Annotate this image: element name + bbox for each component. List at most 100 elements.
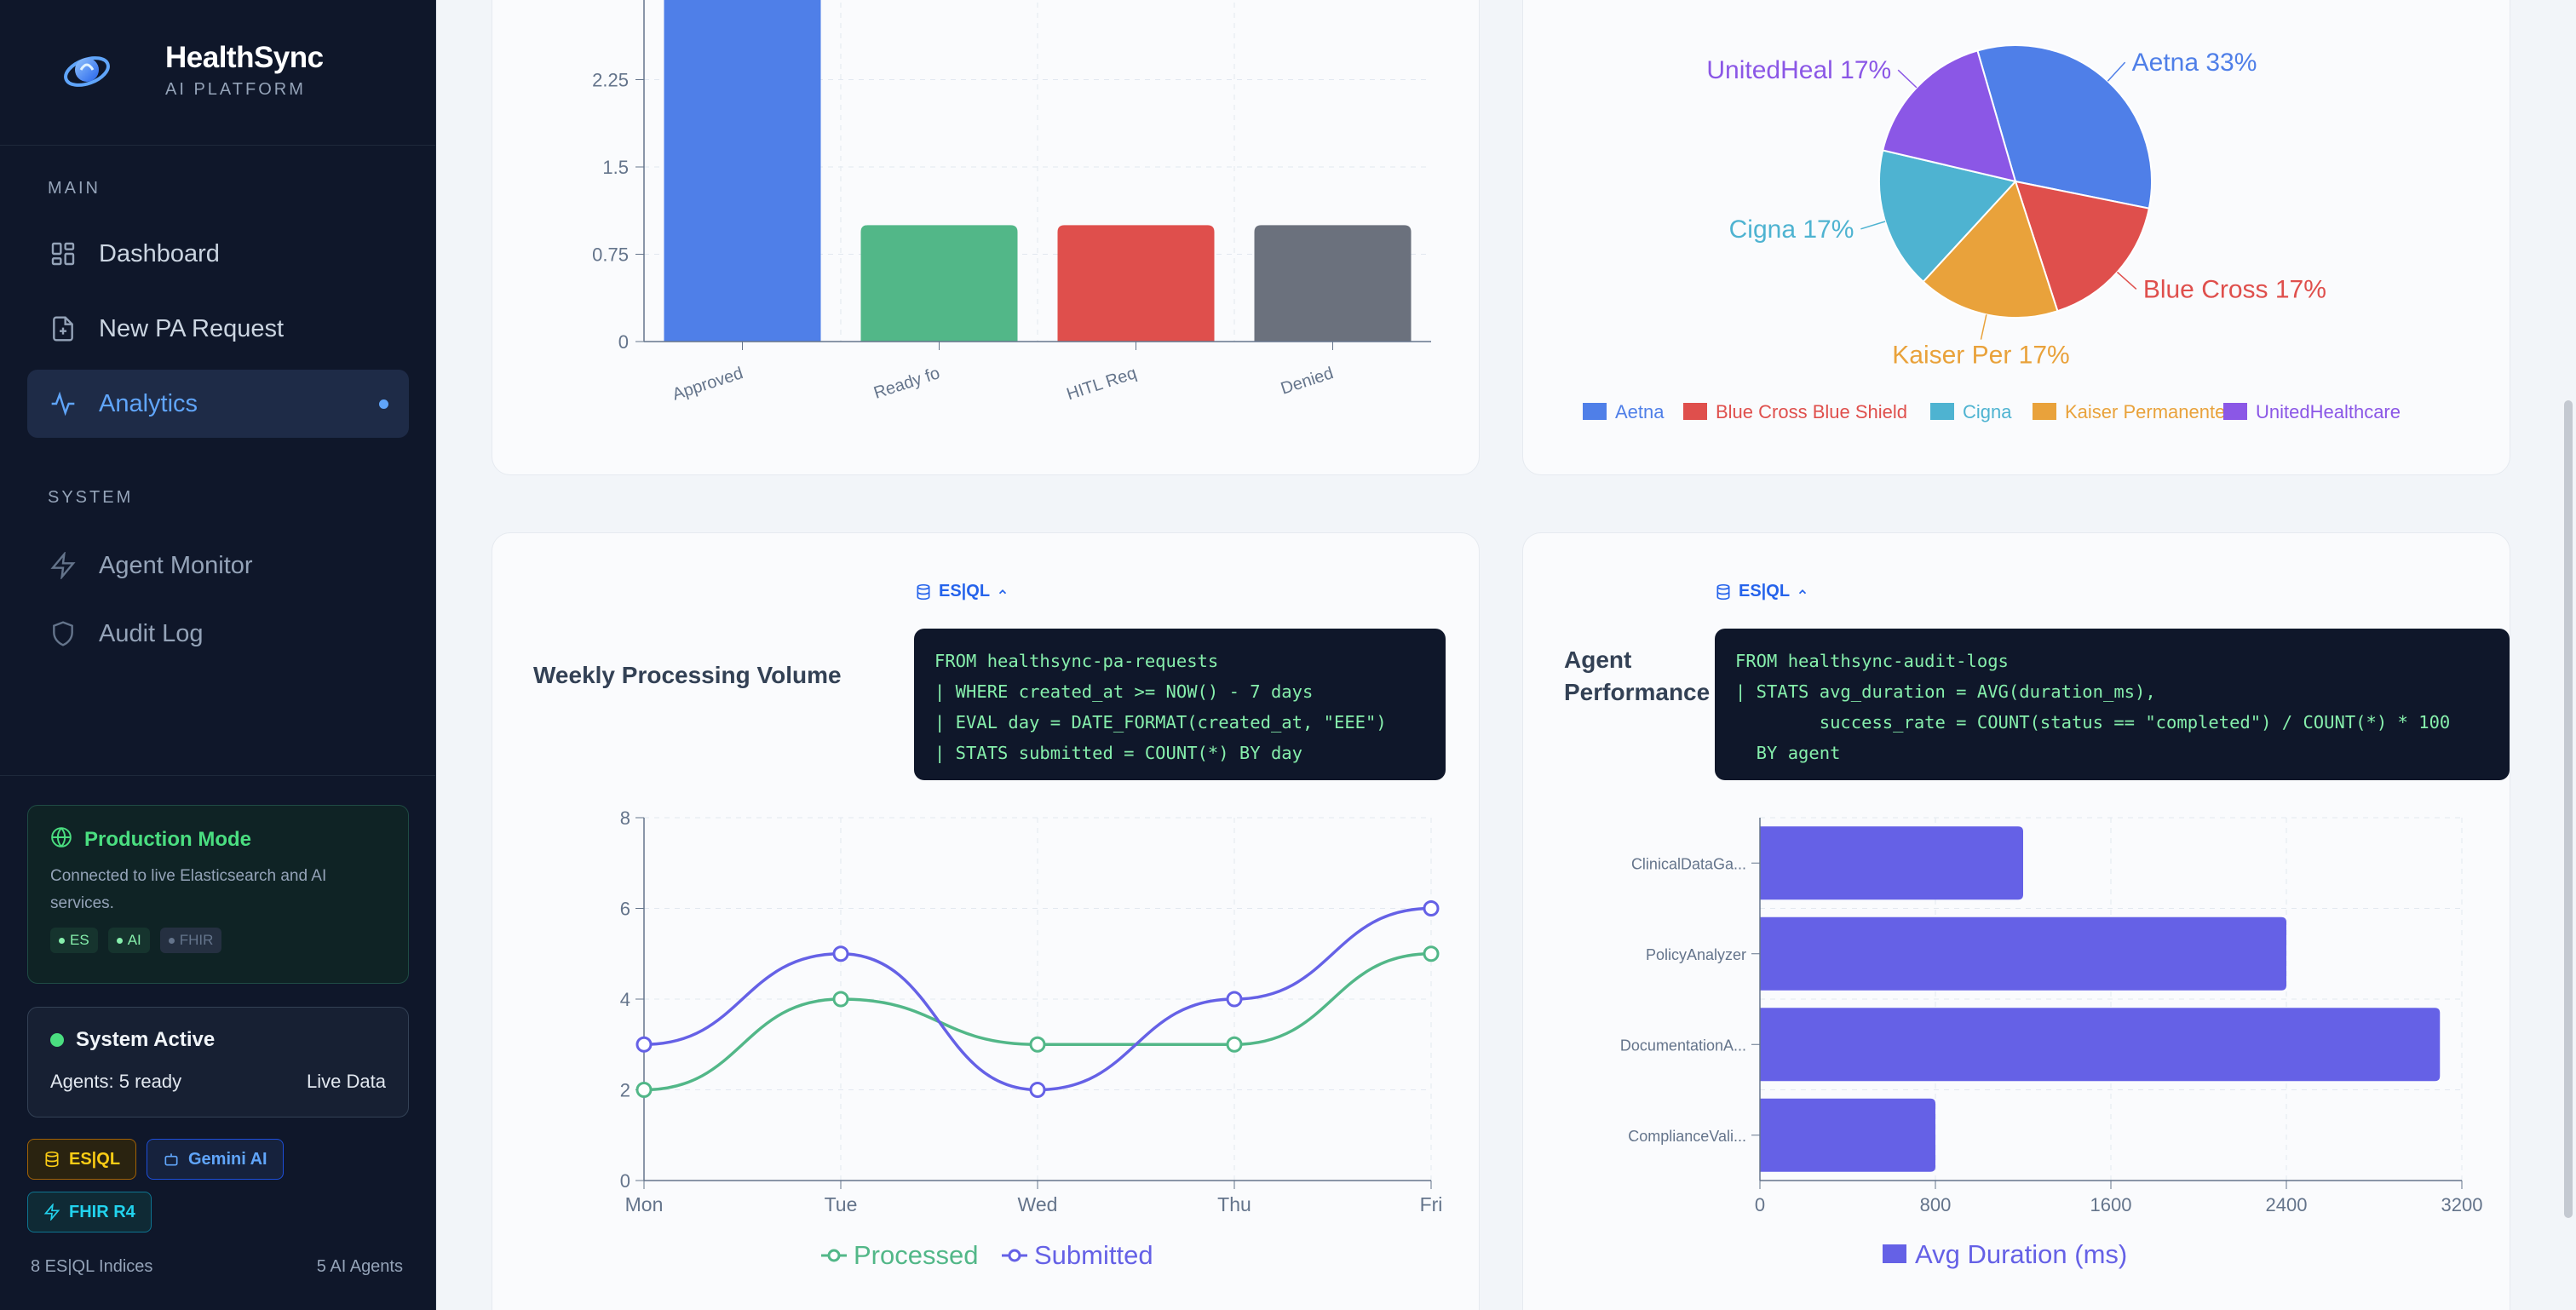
pie-slice-label: Blue Cross 17%	[2143, 275, 2326, 303]
x-tick-label: Denied	[1279, 364, 1336, 399]
bar-hitl-req	[1057, 225, 1215, 342]
sidebar-item-audit-log[interactable]: Audit Log	[27, 600, 409, 668]
y-tick-label: ClinicalDataGa...	[1631, 855, 1746, 872]
healthsync-logo-icon	[64, 56, 110, 87]
weekly-volume-card: Weekly Processing Volume ES|QL FROM heal…	[492, 532, 1480, 1310]
x-tick-label: 800	[1920, 1194, 1952, 1215]
fhir-r4-tag[interactable]: FHIR R4	[27, 1192, 152, 1232]
legend-swatch	[1883, 1244, 1906, 1263]
data-point-processed	[1226, 1036, 1243, 1053]
sidebar-item-label: Dashboard	[99, 239, 220, 267]
agents-ready-text: Agents: 5 ready	[50, 1071, 182, 1092]
sidebar-item-new-pa-request[interactable]: New PA Request	[27, 295, 409, 363]
legend-label: Submitted	[1034, 1240, 1153, 1270]
gemini-ai-tag[interactable]: Gemini AI	[147, 1139, 284, 1180]
legend-swatch	[1583, 403, 1607, 420]
legend-swatch	[2223, 403, 2247, 420]
pie-slice-label: Aetna 33%	[2132, 49, 2257, 77]
brand[interactable]: HealthSync AI PLATFORM	[53, 36, 324, 104]
activity-icon	[48, 388, 78, 419]
x-tick-label: 0	[1755, 1194, 1765, 1215]
zap-icon	[48, 550, 78, 581]
legend-label: Blue Cross Blue Shield	[1716, 401, 1907, 422]
weekly-esql-query: FROM healthsync-pa-requests | WHERE crea…	[914, 629, 1446, 780]
y-tick-label: 1.5	[602, 157, 629, 178]
pie-leader-line	[1897, 69, 1918, 89]
x-tick-label: Mon	[625, 1193, 664, 1215]
bot-icon	[164, 1153, 178, 1166]
x-tick-label: Wed	[1018, 1193, 1058, 1215]
ai-status-chip: AI	[107, 928, 150, 953]
bar-agent-duration	[1760, 1098, 1935, 1172]
sidebar-item-analytics[interactable]: Analytics	[27, 370, 409, 438]
production-mode-card: Production Mode Connected to live Elasti…	[27, 805, 409, 984]
pie-slice-label: UnitedHeal 17%	[1706, 56, 1891, 84]
sidebar: HealthSync AI PLATFORM MAIN Dashboard Ne…	[0, 0, 436, 1310]
fhir-tag-label: FHIR R4	[69, 1202, 135, 1221]
data-point-submitted	[635, 1036, 653, 1053]
bar-agent-duration	[1760, 826, 2023, 900]
globe-icon	[50, 826, 72, 853]
data-point-submitted	[1423, 900, 1440, 916]
bar-approved	[664, 0, 821, 342]
app-subtitle: AI PLATFORM	[165, 79, 306, 99]
shield-icon	[48, 618, 78, 649]
esql-tag[interactable]: ES|QL	[27, 1139, 137, 1180]
x-tick-label: Tue	[825, 1193, 858, 1215]
system-status-title: System Active	[76, 1028, 216, 1051]
weekly-line-chart: 0 2 4 6 8 Mon Tue Wed Thu Fri Processed Submitted	[620, 807, 1443, 1270]
data-point-processed	[1029, 1036, 1046, 1053]
page-scrollbar[interactable]	[2564, 400, 2573, 1218]
app-title: HealthSync	[165, 40, 324, 74]
x-tick-label: 3200	[2441, 1194, 2483, 1215]
dashboard-icon	[48, 238, 78, 269]
sidebar-item-label: Audit Log	[99, 619, 204, 647]
sidebar-item-dashboard[interactable]: Dashboard	[27, 220, 409, 288]
legend-label: Avg Duration (ms)	[1915, 1239, 2127, 1269]
bar-denied	[1254, 225, 1412, 342]
pie-slice-label: Cigna 17%	[1729, 215, 1854, 244]
section-system-label: SYSTEM	[48, 488, 134, 507]
y-tick-label: 8	[620, 807, 630, 829]
esql-toggle[interactable]: ES|QL	[1715, 582, 1808, 601]
agent-duration-chart: 0 800 1600 2400 3200 ClinicalDataGa... PolicyA…	[1620, 817, 2483, 1269]
data-point-submitted	[1029, 1082, 1046, 1098]
section-main-label: MAIN	[48, 179, 101, 198]
data-point-processed	[1423, 945, 1440, 962]
sidebar-item-label: Analytics	[99, 389, 198, 417]
y-tick-label: 0	[618, 331, 629, 353]
sidebar-item-label: Agent Monitor	[99, 551, 253, 579]
x-tick-label: HITL Req	[1065, 364, 1139, 404]
legend-swatch	[2033, 403, 2056, 420]
pie-slice	[1976, 44, 2153, 210]
es-status-chip: ES	[50, 928, 98, 953]
esql-indices-count: 8 ES|QL Indices	[31, 1257, 153, 1276]
y-tick-label: DocumentationA...	[1620, 1037, 1746, 1054]
y-tick-label: ComplianceVali...	[1628, 1128, 1746, 1145]
sidebar-item-agent-monitor[interactable]: Agent Monitor	[27, 531, 409, 600]
pie-slice	[1882, 49, 2017, 183]
chevron-up-icon	[1798, 589, 1807, 594]
agent-performance-card: Agent Performance ES|QL FROM healthsync-…	[1522, 532, 2510, 1310]
payer-pie-chart: Aetna 33% Blue Cross 17% Kaiser Per 17% Cig…	[1583, 44, 2401, 422]
status-dot	[50, 1033, 64, 1047]
x-tick-label: 2400	[2266, 1194, 2308, 1215]
legend-swatch	[1683, 403, 1707, 420]
x-tick-label: Fri	[1420, 1193, 1443, 1215]
sidebar-item-label: New PA Request	[99, 314, 285, 342]
esql-toggle-label: ES|QL	[1739, 582, 1791, 600]
pie-leader-line	[2116, 271, 2137, 290]
chevron-up-icon	[998, 589, 1007, 594]
database-icon	[917, 583, 930, 600]
file-plus-icon	[48, 313, 78, 344]
data-point-submitted	[832, 945, 849, 962]
data-point-processed	[832, 991, 849, 1008]
sidebar-divider	[0, 145, 436, 146]
y-tick-label: 0.75	[592, 244, 629, 266]
esql-toggle[interactable]: ES|QL	[915, 582, 1009, 601]
x-tick-label: Ready fo	[871, 364, 942, 403]
pie-leader-line	[1860, 221, 1886, 230]
legend-label: Aetna	[1615, 401, 1665, 422]
agent-performance-title: Agent Performance	[1564, 646, 1711, 705]
agent-esql-query: FROM healthsync-audit-logs | STATS avg_d…	[1715, 629, 2510, 780]
